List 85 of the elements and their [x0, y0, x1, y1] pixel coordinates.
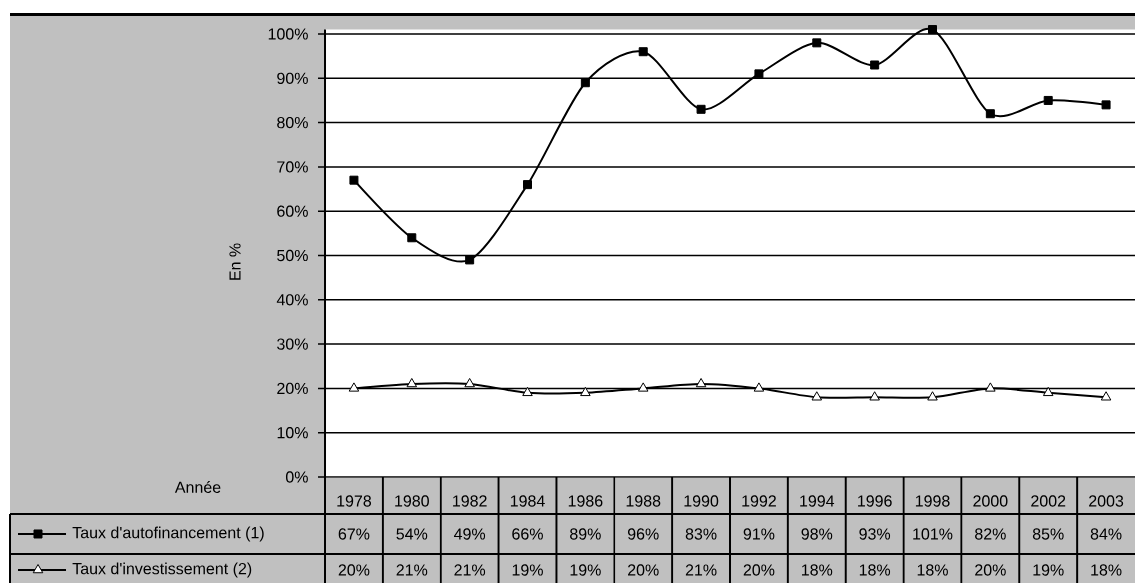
point — [753, 382, 765, 392]
x-tick-label: 1986 — [568, 495, 603, 507]
data-label: 93% — [859, 528, 891, 540]
x-tick-label: 1978 — [337, 495, 372, 507]
point — [348, 382, 360, 392]
data-label: 20% — [628, 564, 659, 576]
point — [928, 25, 937, 35]
data-label: 66% — [512, 528, 543, 540]
y-tick-label: 50% — [277, 249, 308, 262]
point — [580, 386, 591, 397]
y-tick-label: 100% — [268, 28, 308, 40]
y-tick-label: 80% — [277, 116, 308, 129]
point — [406, 377, 418, 388]
point — [523, 180, 533, 190]
data-label: 96% — [627, 528, 659, 540]
data-label: 21% — [685, 564, 717, 576]
y-tick-label: 60% — [277, 205, 308, 217]
x-tick-label: 2000 — [973, 495, 1008, 507]
y-axis-title: En % — [229, 243, 241, 280]
point — [812, 38, 822, 48]
y-tick-label: 10% — [277, 427, 308, 439]
data-label: 84% — [1090, 528, 1122, 540]
point — [811, 391, 823, 401]
y-tick-label: 30% — [277, 338, 308, 350]
point — [1043, 95, 1053, 105]
data-label: 83% — [685, 528, 717, 540]
point — [927, 391, 938, 401]
data-label: 18% — [1091, 564, 1122, 576]
data-label: 20% — [975, 564, 1006, 576]
point — [696, 104, 706, 114]
data-label: 21% — [454, 564, 486, 576]
x-tick-label: 1980 — [395, 495, 429, 507]
x-tick-label: 1988 — [626, 495, 661, 507]
data-label: 49% — [454, 528, 486, 540]
point — [869, 391, 880, 401]
data-label: 98% — [801, 528, 833, 540]
x-tick-label: 1984 — [510, 495, 545, 507]
y-tick-label: 40% — [276, 294, 308, 306]
data-label: 18% — [802, 564, 833, 576]
x-tick-label: 1982 — [453, 495, 487, 507]
point — [754, 69, 764, 79]
point — [637, 382, 649, 392]
x-tick-label: 2003 — [1089, 495, 1124, 507]
x-axis-title: Année — [174, 481, 221, 493]
point — [580, 78, 590, 88]
legend-label: Taux d'autofinancement (1) — [72, 526, 264, 542]
point — [464, 377, 475, 388]
data-label: 18% — [917, 564, 948, 576]
data-label: 20% — [743, 564, 775, 576]
point — [465, 255, 475, 265]
point — [870, 60, 880, 70]
point — [985, 109, 995, 119]
point — [407, 233, 417, 243]
y-tick-label: 20% — [277, 382, 308, 395]
data-label: 91% — [743, 528, 775, 540]
point — [1101, 100, 1111, 110]
data-label: 101% — [913, 528, 953, 540]
data-label: 19% — [1033, 564, 1064, 576]
x-tick-label: 1994 — [800, 495, 835, 507]
data-label: 18% — [859, 564, 891, 576]
legend-label: Taux d'investissement (2) — [72, 562, 252, 578]
data-label: 82% — [975, 528, 1006, 540]
point — [1042, 386, 1054, 397]
data-label: 85% — [1032, 528, 1064, 540]
data-label: 89% — [570, 528, 601, 540]
data-label: 67% — [338, 528, 370, 540]
point — [985, 382, 996, 392]
point — [638, 47, 648, 57]
data-label: 54% — [396, 528, 428, 540]
x-tick-label: 1992 — [742, 495, 776, 507]
data-label: 19% — [512, 564, 543, 576]
y-tick-label: 70% — [277, 161, 308, 173]
x-tick-label: 1990 — [684, 495, 719, 507]
x-tick-label: 2002 — [1031, 495, 1066, 507]
data-label: 21% — [396, 564, 428, 576]
data-label: 20% — [338, 564, 370, 576]
data-label: 19% — [570, 564, 601, 576]
point — [522, 386, 533, 397]
x-tick-label: 1996 — [858, 495, 892, 507]
y-tick-label: 0% — [285, 471, 308, 483]
x-tick-label: 1998 — [915, 495, 950, 507]
point — [349, 175, 359, 185]
point — [695, 377, 707, 388]
y-tick-label: 90% — [277, 72, 308, 84]
point — [1100, 391, 1112, 401]
